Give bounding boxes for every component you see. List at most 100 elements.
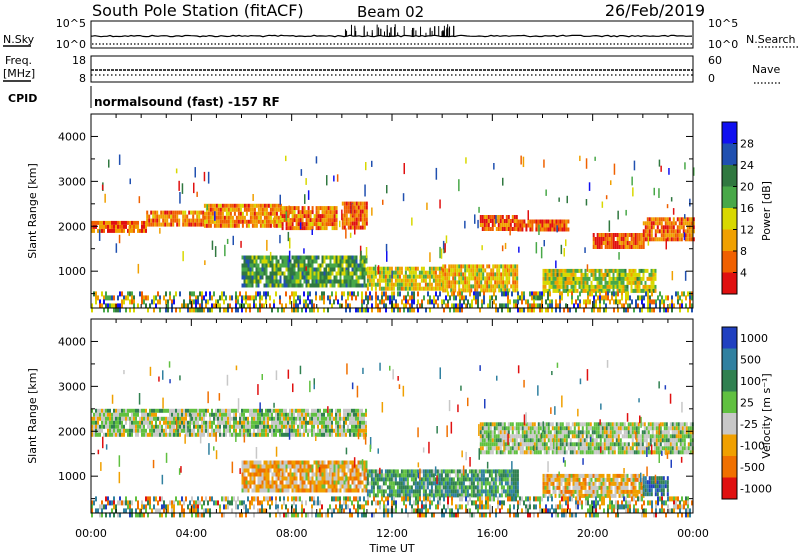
range-gate-cell	[267, 219, 270, 224]
range-gate-cell	[221, 219, 224, 224]
range-gate-cell	[353, 205, 356, 210]
range-gate-cell	[413, 295, 415, 301]
range-gate-cell	[263, 267, 266, 272]
range-gate-cell	[662, 217, 665, 222]
range-gate-cell	[622, 284, 625, 289]
range-gate-cell	[599, 438, 602, 443]
range-gate-cell	[414, 274, 417, 279]
range-gate-cell	[564, 268, 567, 273]
range-gate-cell	[225, 416, 227, 421]
range-gate-cell	[494, 280, 497, 285]
range-gate-cell	[143, 420, 145, 425]
range-gate-cell	[499, 219, 502, 223]
range-gate-cell	[217, 207, 220, 212]
range-gate-cell	[337, 412, 339, 417]
range-gate-cell	[641, 307, 643, 313]
range-gate-cell	[313, 214, 316, 219]
range-gate-cell	[622, 280, 625, 285]
range-gate-cell	[267, 263, 270, 268]
range-gate-cell	[147, 307, 149, 313]
range-gate-cell	[630, 284, 633, 289]
range-gate-cell	[654, 288, 657, 293]
range-gate-cell	[291, 432, 293, 437]
range-gate-cell	[510, 284, 513, 289]
range-gate-cell	[442, 264, 445, 269]
range-gate-cell	[604, 280, 607, 285]
noise-tick-low-right: 10^0	[708, 38, 738, 51]
range-gate-cell	[253, 259, 256, 264]
range-gate-cell	[607, 291, 609, 297]
range-gate-cell	[555, 422, 558, 427]
range-gate-cell	[293, 412, 295, 417]
range-gate-cell	[396, 286, 399, 291]
range-gate-cell	[273, 279, 276, 284]
range-gate-cell	[185, 412, 187, 417]
range-gate-cell	[416, 274, 419, 279]
range-gate-cell	[510, 268, 513, 273]
range-gate-cell	[169, 432, 171, 437]
range-gate-cell	[454, 288, 457, 293]
range-gate-cell	[251, 271, 254, 276]
range-gate-cell	[692, 237, 695, 242]
range-gate-cell	[637, 430, 640, 435]
range-gate-cell	[311, 218, 314, 223]
range-gate-cell	[679, 434, 682, 439]
range-gate-cell	[333, 275, 336, 280]
range-gate-cell	[203, 420, 205, 425]
range-gate-cell	[370, 286, 373, 291]
range-gate-cell	[301, 226, 304, 231]
range-gate-cell	[394, 274, 397, 279]
range-gate-cell	[494, 264, 497, 269]
range-gate-cell	[148, 222, 151, 227]
range-gate-cell	[343, 201, 346, 206]
range-gate-cell	[307, 420, 309, 425]
range-gate-cell	[606, 272, 609, 277]
range-gate-cell	[285, 155, 287, 162]
range-gate-cell	[435, 299, 437, 305]
range-gate-cell	[464, 264, 467, 269]
range-gate-cell	[192, 214, 195, 219]
range-gate-cell	[347, 291, 349, 297]
range-gate-cell	[661, 295, 663, 301]
range-gate-cell	[603, 430, 606, 435]
range-gate-cell	[319, 222, 322, 227]
range-gate-cell	[189, 412, 191, 417]
range-gate-cell	[172, 210, 175, 215]
range-gate-cell	[181, 408, 183, 413]
range-gate-cell	[331, 420, 333, 425]
range-gate-cell	[559, 446, 562, 451]
range-gate-cell	[643, 426, 646, 431]
range-gate-cell	[468, 268, 471, 273]
range-gate-cell	[261, 211, 264, 216]
range-gate-cell	[167, 420, 169, 425]
range-gate-cell	[472, 284, 475, 289]
range-gate-cell	[583, 299, 585, 305]
range-gate-cell	[440, 270, 443, 275]
range-gate-cell	[642, 288, 645, 293]
range-gate-cell	[688, 229, 691, 234]
range-gate-cell	[251, 267, 254, 272]
range-gate-cell	[221, 215, 224, 220]
range-gate-cell	[261, 428, 263, 433]
range-gate-cell	[247, 464, 250, 469]
range-gate-cell	[605, 307, 607, 313]
range-gate-cell	[485, 219, 488, 223]
range-gate-cell	[438, 282, 441, 287]
range-gate-cell	[345, 408, 347, 413]
range-gate-cell	[363, 263, 366, 268]
range-gate-cell	[529, 430, 532, 435]
range-gate-cell	[654, 217, 657, 222]
range-gate-cell	[511, 442, 514, 447]
range-gate-cell	[531, 434, 534, 439]
range-gate-cell	[483, 227, 486, 231]
range-gate-cell	[127, 412, 129, 417]
range-gate-cell	[305, 424, 307, 429]
range-gate-cell	[547, 422, 550, 427]
range-gate-cell	[177, 412, 179, 417]
range-gate-cell	[491, 227, 494, 231]
range-gate-cell	[624, 245, 627, 249]
range-gate-cell	[544, 272, 547, 277]
range-gate-cell	[618, 272, 621, 277]
range-gate-cell	[647, 426, 650, 431]
range-gate-cell	[612, 272, 615, 277]
